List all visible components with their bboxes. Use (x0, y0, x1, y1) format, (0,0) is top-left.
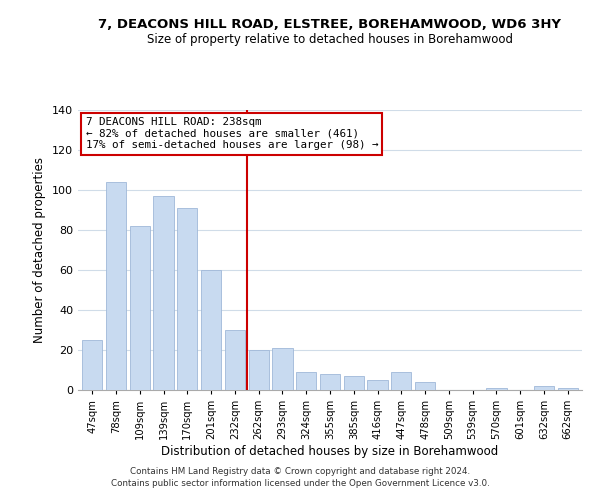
Bar (487, 388, 506, 390)
Y-axis label: Number of detached properties: Number of detached properties (34, 157, 46, 343)
Bar (367, 380, 388, 390)
Bar (391, 372, 412, 390)
Text: 7, DEACONS HILL ROAD, ELSTREE, BOREHAMWOOD, WD6 3HY: 7, DEACONS HILL ROAD, ELSTREE, BOREHAMWO… (98, 18, 562, 30)
Bar (320, 374, 340, 390)
Bar (557, 388, 578, 390)
Text: Contains HM Land Registry data © Crown copyright and database right 2024.
Contai: Contains HM Land Registry data © Crown c… (110, 466, 490, 487)
Bar (344, 376, 364, 390)
Bar (296, 372, 316, 390)
Bar (534, 386, 554, 390)
Bar (154, 196, 173, 390)
Bar (130, 226, 150, 390)
Bar (106, 182, 126, 390)
Text: 7 DEACONS HILL ROAD: 238sqm
← 82% of detached houses are smaller (461)
17% of se: 7 DEACONS HILL ROAD: 238sqm ← 82% of det… (86, 117, 378, 150)
Bar (201, 270, 221, 390)
Bar (248, 350, 269, 390)
Bar (225, 330, 245, 390)
Bar (82, 340, 103, 390)
Text: Size of property relative to detached houses in Borehamwood: Size of property relative to detached ho… (147, 32, 513, 46)
X-axis label: Distribution of detached houses by size in Borehamwood: Distribution of detached houses by size … (161, 445, 499, 458)
Bar (415, 382, 435, 390)
Bar (272, 348, 293, 390)
Bar (177, 208, 197, 390)
